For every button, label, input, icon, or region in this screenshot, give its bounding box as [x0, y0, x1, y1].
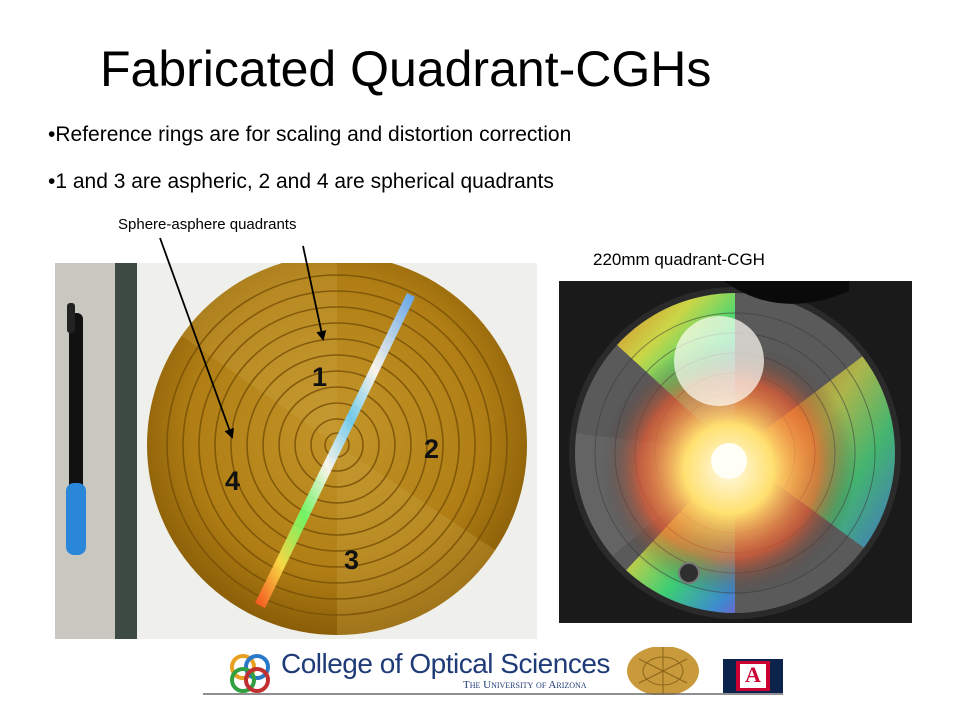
slide-title: Fabricated Quadrant-CGHs: [100, 41, 712, 97]
photo-220mm-cgh: [559, 281, 912, 623]
arizona-a-letter: A: [745, 662, 761, 687]
quadrant-label-2: 2: [424, 434, 440, 464]
quadrant-label-4: 4: [225, 466, 241, 496]
footer-logo-bar: College of Optical Sciences The Universi…: [203, 647, 783, 695]
bullet-quadrant-types: •1 and 3 are aspheric, 2 and 4 are spher…: [48, 170, 554, 193]
arizona-a-logo-icon: [723, 659, 783, 693]
photo-quadrant-cgh-disk: [55, 263, 537, 639]
annotation-sphere-asphere: Sphere-asphere quadrants: [118, 216, 297, 233]
mirror-segments-icon: [627, 647, 699, 695]
footer-college-name: College of Optical Sciences: [281, 648, 610, 679]
footer-graphics: [203, 647, 783, 695]
optics-rings-icon: [230, 654, 270, 693]
quadrant-label-3: 3: [344, 545, 360, 575]
footer-university-name: The University of Arizona: [463, 679, 587, 691]
caption-220mm: 220mm quadrant-CGH: [593, 250, 765, 269]
bullet-reference-rings: •Reference rings are for scaling and dis…: [48, 123, 572, 146]
quadrant-label-1: 1: [312, 362, 328, 392]
